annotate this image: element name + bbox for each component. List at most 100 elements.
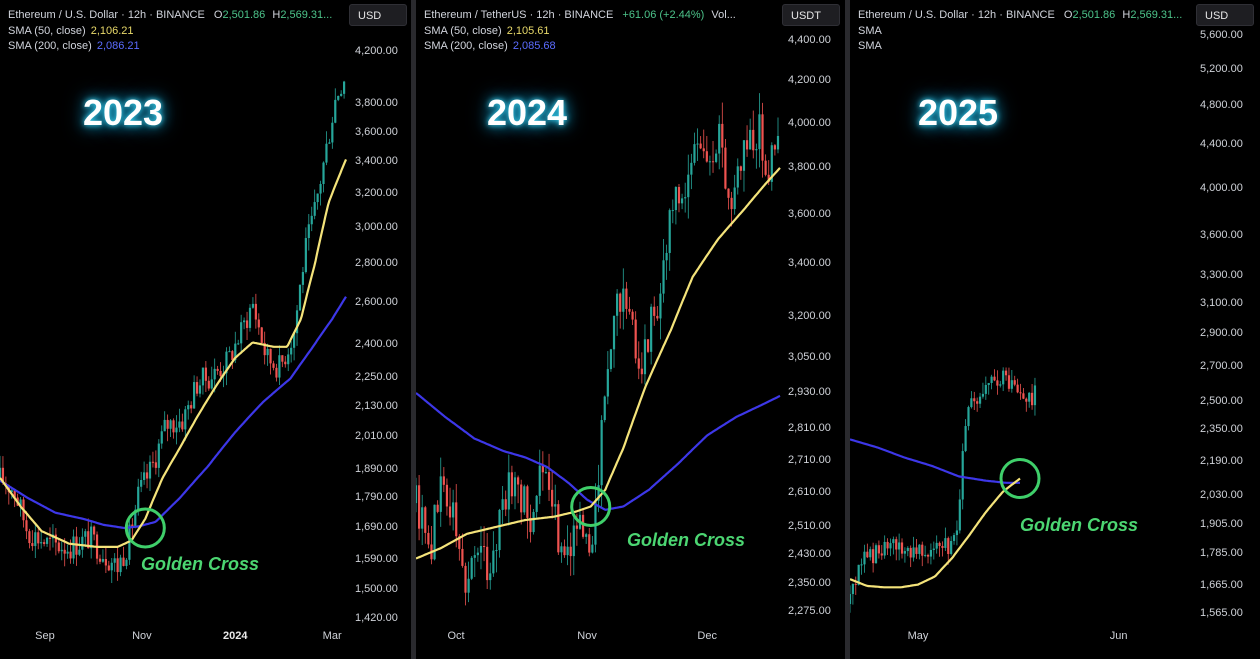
candle [287,348,290,372]
candle [650,303,653,365]
candle [1028,391,1031,408]
candle [266,343,269,366]
candle [1007,367,1011,392]
candle [662,239,665,303]
candle [755,143,758,169]
candle [448,487,452,526]
price-tick-label: 1,565.00 [1200,607,1243,619]
price-tick-label: 4,400.00 [1200,138,1243,151]
sma200-legend[interactable]: SMA (200, close) 2,086.21 [8,39,332,55]
candle [677,183,681,213]
plot-area[interactable] [0,0,411,659]
candle [187,400,190,420]
candle [898,533,901,561]
candle [915,539,918,559]
chart-panel-2024[interactable]: Ethereum / TetherUS · 12h · BINANCE +61.… [416,0,845,659]
candle [90,520,93,559]
sma200-line [850,438,1020,484]
candle [281,355,284,368]
price-tick-label: 3,050.00 [788,351,831,364]
chart-panel-2023[interactable]: Ethereum / U.S. Dollar · 12h · BINANCE O… [0,0,411,659]
sma50-legend[interactable]: SMA [858,24,1182,40]
plot-area[interactable] [850,0,1260,659]
price-tick-label: 1,500.00 [355,583,398,596]
price-tick-label: 4,200.00 [788,74,831,87]
price-tick-label: 2,190.00 [1200,454,1243,467]
chart-panel-2025[interactable]: Ethereum / U.S. Dollar · 12h · BINANCE O… [850,0,1260,659]
price-tick-label: 3,600.00 [1200,229,1243,242]
candle [603,395,606,423]
candle [705,136,708,163]
candle [37,527,40,550]
candle [513,471,517,510]
candle [935,535,938,554]
year-label: 2023 [82,92,164,133]
candle [184,405,187,441]
candle [207,376,210,391]
open-label: O [1063,9,1073,21]
time-tick-label: Mar [322,630,342,642]
candle [588,527,591,557]
candle [724,138,727,190]
candle [251,297,255,309]
candle [684,182,687,213]
candle [932,541,935,560]
candle [958,489,961,534]
candle [489,562,492,590]
candle [298,284,302,311]
candle [325,131,328,166]
candle [210,366,213,390]
sma50-label: SMA [858,24,882,37]
plot-area[interactable] [416,0,845,659]
candle [653,296,656,326]
sma200-legend[interactable]: SMA (200, close) 2,085.68 [424,39,736,55]
candle [201,367,205,395]
candle [952,532,956,545]
candle [526,484,529,539]
candle [195,376,199,397]
candle [557,500,560,555]
candle [228,346,231,353]
price-tick-label: 2,250.00 [355,371,398,384]
price-tick-label: 5,600.00 [1200,29,1243,41]
candle [990,374,993,390]
candle [551,469,554,519]
candle [926,553,930,564]
time-tick-label: Nov [132,630,152,642]
candle [646,338,650,354]
candle [616,289,619,336]
candle [237,339,240,346]
candle [1030,383,1034,410]
candle [319,180,322,206]
sma50-line [0,158,348,548]
sma50-legend[interactable]: SMA (50, close) 2,105.61 [424,24,736,40]
candle [886,538,889,556]
sma50-legend[interactable]: SMA (50, close) 2,106.21 [8,24,332,40]
candle [964,419,967,453]
candle [169,418,172,438]
candle [143,461,146,485]
candle [761,102,764,178]
candle [34,524,37,559]
candle [417,475,421,541]
price-tick-label: 3,400.00 [355,155,398,168]
currency-button[interactable]: USD [1196,4,1254,26]
candle [455,484,458,548]
currency-button[interactable]: USDT [782,4,840,26]
candle [687,154,690,219]
price-tick-label: 3,600.00 [788,207,831,220]
sma200-label: SMA (200, close) [424,40,508,52]
candle [245,311,249,340]
candle [560,542,563,563]
currency-button[interactable]: USD [349,4,407,26]
price-tick-label: 3,800.00 [355,97,398,110]
candle [883,535,886,559]
candle [532,509,535,535]
candle [918,544,921,560]
candle [193,375,196,409]
candle [715,149,718,164]
sma200-legend[interactable]: SMA [858,39,1182,55]
candle [554,484,557,520]
price-tick-label: 1,690.00 [355,520,398,533]
candle [104,546,107,574]
